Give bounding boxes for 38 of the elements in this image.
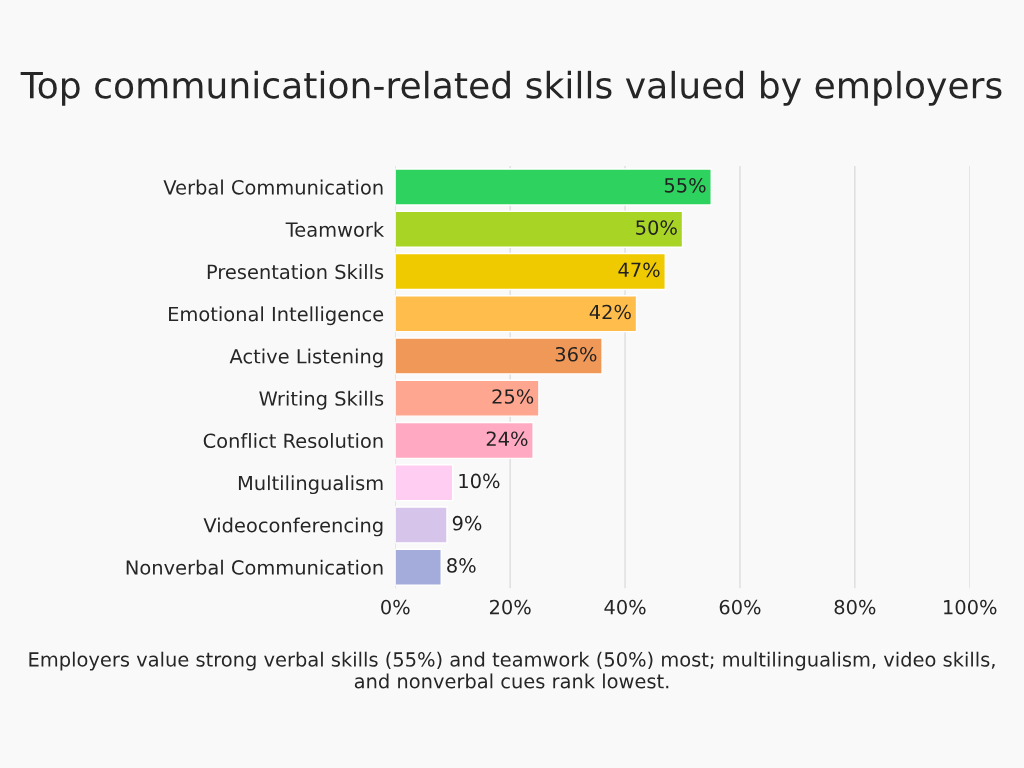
bar <box>395 548 442 586</box>
bar <box>395 210 684 248</box>
data-label: 42% <box>589 304 631 320</box>
y-tick-label: Videoconferencing <box>203 517 383 537</box>
x-tick-label: 20% <box>489 599 531 615</box>
bar <box>395 464 454 502</box>
data-label: 55% <box>664 177 706 193</box>
data-label: 50% <box>636 220 677 235</box>
y-tick-label: Writing Skills <box>259 390 384 410</box>
y-tick-label: Emotional Intelligence <box>169 306 384 326</box>
data-label: 9% <box>452 515 482 531</box>
data-label: 36% <box>555 346 597 362</box>
text: Employers value strong verbal skills (55%) and teamwork (50%) most; multilingualism, video skills, and nonverbal cues rank lowest. <box>29 651 995 689</box>
data-label: 10% <box>459 473 500 489</box>
y-tick-label: Multilingualism <box>238 475 383 495</box>
bar <box>395 252 666 291</box>
y-tick-label: Nonverbal Communication <box>126 559 383 575</box>
x-tick-label: 0% <box>381 599 410 615</box>
bar <box>395 421 534 460</box>
x-tick-label: 80% <box>834 599 876 615</box>
y-tick-label: Conflict Resolution <box>203 433 383 449</box>
data-label: 47% <box>618 262 660 278</box>
bar <box>395 295 638 333</box>
x-tick-label: 100% <box>944 599 997 615</box>
y-tick-label: Teamwork <box>285 221 385 237</box>
chart-title: Top communication-related skills valued by employers <box>20 70 1002 106</box>
data-label: 24% <box>486 431 528 447</box>
y-tick-label: Presentation Skills <box>207 264 384 280</box>
bar <box>395 337 603 375</box>
x-tick-label: 60% <box>719 599 761 615</box>
data-label: 8% <box>447 558 476 573</box>
data-label: 25% <box>492 389 534 404</box>
x-tick-label: 40% <box>604 599 646 615</box>
bar <box>395 506 448 544</box>
y-tick-label: Verbal Communication <box>163 179 383 195</box>
y-tick-label: Active Listening <box>229 348 383 368</box>
bar <box>395 168 712 206</box>
bar <box>395 379 540 417</box>
